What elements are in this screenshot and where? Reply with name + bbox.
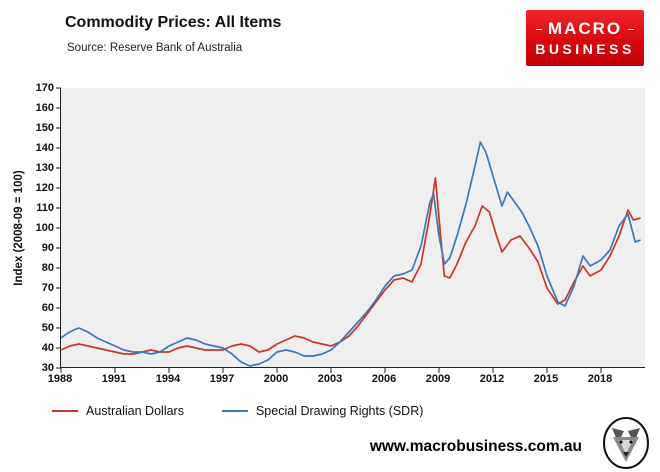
chart-plot-area <box>56 87 645 373</box>
y-tick-label: 70 <box>41 282 54 294</box>
x-tick-label: 1988 <box>47 373 73 385</box>
y-tick-label: 160 <box>35 102 54 114</box>
y-tick-label: 120 <box>35 182 54 194</box>
y-tick-label: 110 <box>36 202 54 214</box>
y-tick-label: 170 <box>35 82 54 94</box>
x-tick-label: 1997 <box>209 373 235 385</box>
y-tick-label: 30 <box>41 362 54 374</box>
y-tick-label: 40 <box>41 342 54 354</box>
x-tick-label: 1991 <box>101 373 127 385</box>
logo-text-business: BUSINESS <box>535 41 635 57</box>
chart-legend: Australian Dollars Special Drawing Right… <box>52 404 423 418</box>
series-line-0 <box>60 177 641 355</box>
legend-item-aud: Australian Dollars <box>52 404 184 418</box>
legend-label-aud: Australian Dollars <box>86 404 184 418</box>
website-url[interactable]: www.macrobusiness.com.au <box>369 438 582 455</box>
x-tick-label: 2015 <box>533 373 559 385</box>
chart-title: Commodity Prices: All Items <box>65 14 282 31</box>
x-tick-label: 2012 <box>479 373 505 385</box>
x-tick-label: 2000 <box>263 373 289 385</box>
legend-swatch-red-line <box>52 410 78 412</box>
x-axis-ticks: 1988 1991 1994 1997 2000 2003 2006 2009 2012 2015… <box>48 373 645 389</box>
legend-swatch-blue-line <box>221 410 248 412</box>
line-chart <box>56 87 641 373</box>
y-tick-label: 80 <box>41 262 54 274</box>
y-axis-ticks: 30 40 50 60 70 80 90 100 110 120 130 140 150 160 170 <box>24 82 54 374</box>
legend-item-sdr: Special Drawing Rights (SDR) <box>221 404 424 418</box>
y-tick-label: 140 <box>35 142 54 154</box>
y-tick-label: 60 <box>41 302 54 314</box>
macrobusiness-logo: MACRO BUSINESS <box>526 10 644 66</box>
logo-rule-left <box>536 28 542 30</box>
logo-rule-right <box>628 28 634 30</box>
x-tick-label: 2006 <box>371 373 397 385</box>
wolf-logo-icon <box>603 417 649 469</box>
logo-macro-row: MACRO <box>526 19 644 39</box>
series-line-1 <box>60 141 641 367</box>
x-tick-label: 2018 <box>587 373 613 385</box>
y-tick-label: 90 <box>41 242 54 254</box>
y-tick-label: 130 <box>35 162 54 174</box>
logo-text-macro: MACRO <box>547 19 623 38</box>
legend-label-sdr: Special Drawing Rights (SDR) <box>255 404 424 418</box>
x-tick-label: 2009 <box>425 373 451 385</box>
y-tick-label: 50 <box>41 322 54 334</box>
x-tick-label: 1994 <box>155 373 181 385</box>
y-tick-label: 100 <box>35 222 54 234</box>
x-tick-label: 2003 <box>317 373 343 385</box>
y-tick-label: 150 <box>35 122 54 134</box>
chart-source: Source: Reserve Bank of Australia <box>67 42 243 54</box>
